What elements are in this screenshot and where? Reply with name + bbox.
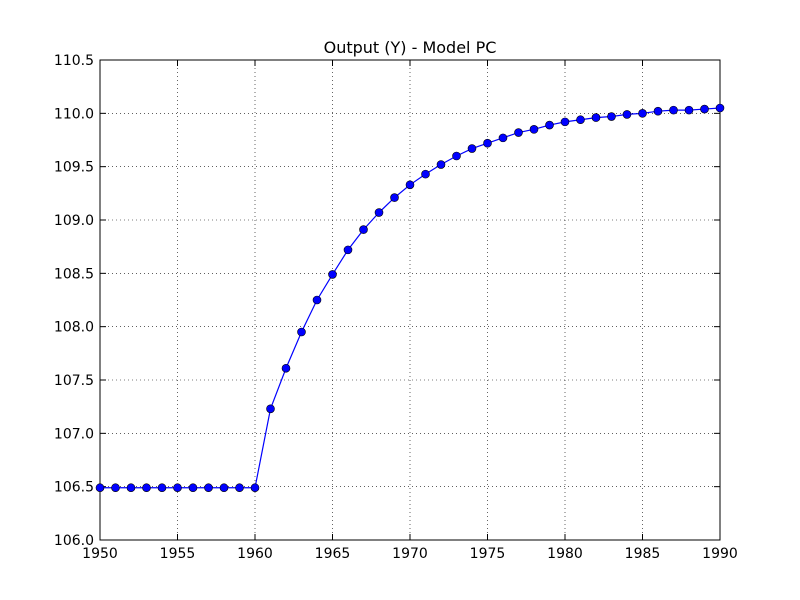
marker	[157, 483, 167, 493]
chart-title: Output (Y) - Model PC	[324, 38, 497, 57]
marker	[421, 169, 430, 179]
y-tick-label: 110.5	[54, 53, 94, 69]
marker	[669, 105, 678, 115]
marker	[281, 363, 291, 373]
marker	[653, 106, 663, 116]
marker	[204, 483, 213, 493]
marker	[514, 128, 523, 137]
x-tick-label: 1960	[237, 546, 273, 562]
marker	[126, 483, 136, 493]
marker	[638, 109, 647, 118]
y-tick-label: 107.0	[54, 426, 94, 442]
x-tick-label: 1955	[160, 546, 196, 562]
marker	[452, 151, 461, 161]
marker	[95, 483, 105, 493]
marker	[390, 193, 399, 202]
y-tick-label: 109.0	[54, 213, 94, 229]
x-tick-label: 1990	[702, 546, 738, 562]
marker	[328, 270, 337, 279]
x-tick-label: 1980	[547, 546, 583, 562]
y-tick-label: 106.5	[54, 480, 94, 496]
marker	[250, 483, 260, 493]
marker	[467, 144, 477, 153]
marker	[560, 117, 570, 127]
plot-frame	[99, 59, 721, 541]
marker	[684, 105, 694, 115]
marker	[173, 483, 182, 493]
marker	[235, 483, 244, 493]
marker	[359, 225, 368, 234]
y-tick-label: 109.5	[54, 160, 94, 176]
y-tick-label: 107.5	[54, 373, 94, 389]
marker	[219, 483, 229, 493]
marker	[607, 112, 616, 121]
marker	[266, 404, 275, 414]
x-tick-label: 1985	[625, 546, 661, 562]
marker	[700, 104, 709, 114]
marker	[436, 160, 446, 169]
y-tick-label: 110.0	[54, 106, 94, 122]
y-tick-label: 108.0	[54, 320, 94, 336]
x-tick-label: 1970	[392, 546, 428, 562]
marker	[483, 138, 492, 148]
marker	[405, 180, 415, 190]
y-tick-label: 108.5	[54, 266, 94, 282]
x-tick-label: 1965	[315, 546, 351, 562]
marker	[343, 245, 353, 255]
marker	[312, 295, 322, 305]
marker	[591, 113, 601, 122]
x-tick-label: 1975	[470, 546, 506, 562]
marker	[576, 115, 585, 125]
marker	[715, 103, 725, 113]
marker	[188, 483, 198, 493]
marker	[297, 327, 306, 337]
marker	[374, 208, 384, 217]
marker	[142, 483, 151, 493]
marker	[529, 125, 539, 134]
marker	[622, 110, 632, 119]
y-tick-label: 106.0	[54, 533, 94, 549]
x-tick-label: 1950	[82, 546, 118, 562]
marker	[111, 483, 120, 493]
marker	[545, 120, 554, 130]
marker	[498, 133, 508, 143]
